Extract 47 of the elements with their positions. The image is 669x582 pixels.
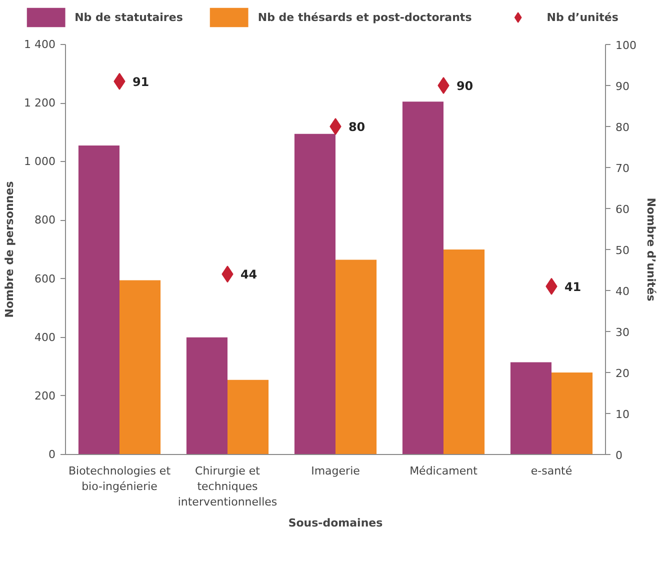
y2-tick-label: 90 bbox=[616, 80, 630, 93]
data-label: 44 bbox=[240, 268, 258, 282]
x-tick-label: e-santé bbox=[530, 464, 572, 478]
bar bbox=[552, 372, 593, 454]
x-tick-label: Médicament bbox=[410, 464, 478, 478]
y2-tick-label: 20 bbox=[616, 367, 630, 380]
y2-tick-label: 70 bbox=[616, 162, 630, 175]
bar bbox=[186, 337, 228, 454]
y-tick-label: 0 bbox=[48, 448, 56, 461]
point bbox=[438, 77, 450, 94]
bar bbox=[228, 380, 269, 454]
bar bbox=[510, 362, 552, 454]
bar bbox=[294, 134, 336, 454]
y-tick-label: 1 200 bbox=[24, 96, 56, 110]
y2-tick-label: 60 bbox=[616, 203, 630, 216]
data-label: 80 bbox=[348, 120, 366, 134]
bar bbox=[444, 250, 485, 454]
y-tick-label: 1 000 bbox=[24, 155, 56, 168]
x-tick-label: Biotechnologies et bio-ingénierie bbox=[68, 464, 172, 494]
y2-tick-label: 10 bbox=[616, 408, 630, 421]
y-tick-label: 400 bbox=[34, 330, 56, 344]
y2-tick-label: 100 bbox=[616, 39, 636, 52]
legend-label: Nb d’unités bbox=[546, 10, 618, 26]
x-tick-label: Imagerie bbox=[311, 464, 360, 478]
legend-label: Nb de thésards et post-doctorants bbox=[258, 10, 472, 26]
y2-axis-title: Nombre d’unités bbox=[644, 198, 658, 302]
x-tick-label: Chirurgie et techniques interventionnelles bbox=[178, 464, 278, 509]
y-tick-label: 200 bbox=[34, 389, 56, 402]
data-label: 91 bbox=[132, 74, 150, 89]
y2-tick-label: 0 bbox=[616, 449, 622, 462]
y2-tick-label: 50 bbox=[616, 244, 630, 257]
y-axis-title: Nombre de personnes bbox=[3, 180, 16, 318]
y-tick-label: 800 bbox=[34, 214, 56, 227]
bar bbox=[78, 146, 120, 454]
y-tick-label: 1 400 bbox=[24, 38, 56, 51]
y-tick-label: 600 bbox=[34, 272, 56, 286]
bar bbox=[120, 280, 161, 454]
data-label: 90 bbox=[456, 79, 474, 93]
y2-tick-label: 30 bbox=[616, 326, 630, 339]
bar bbox=[336, 260, 377, 454]
legend-label: Nb de statutaires bbox=[74, 10, 183, 26]
bar bbox=[402, 102, 444, 454]
x-axis-title: Sous-domaines bbox=[288, 516, 384, 530]
y2-tick-label: 40 bbox=[616, 285, 630, 298]
point bbox=[330, 118, 342, 135]
y2-tick-label: 80 bbox=[616, 121, 630, 134]
data-label: 41 bbox=[564, 280, 582, 294]
